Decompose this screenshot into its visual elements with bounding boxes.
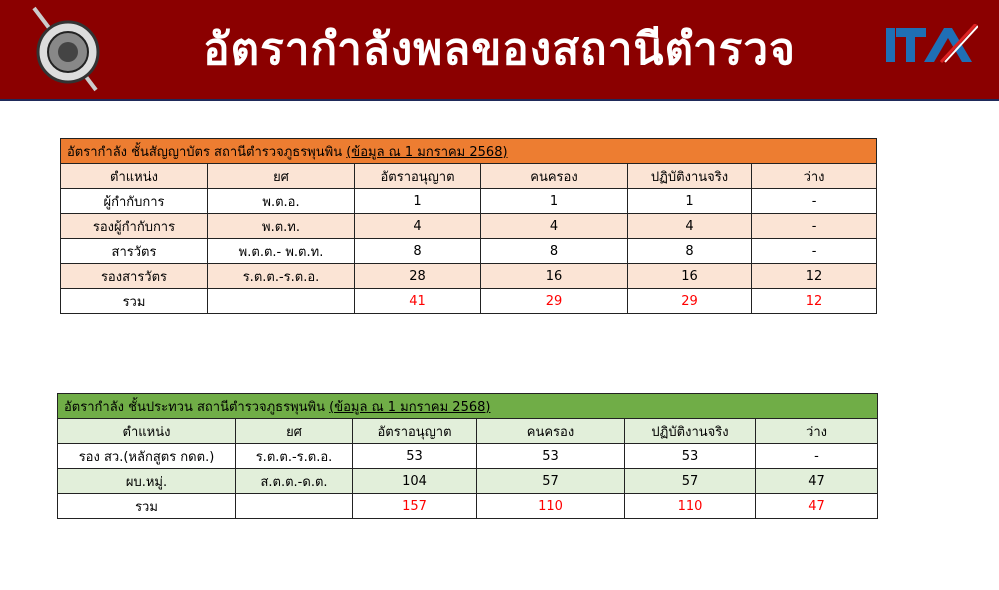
table-cell: รองสารวัตร <box>60 263 208 289</box>
table-cell: 53 <box>352 443 477 469</box>
caption-text: อัตรากำลัง ชั้นสัญญาบัตร สถานีตำรวจภูธรพ… <box>67 144 347 160</box>
caption-row: อัตรากำลัง ชั้นสัญญาบัตร สถานีตำรวจภูธรพ… <box>59 138 878 164</box>
table-cell: 4 <box>480 213 628 239</box>
table-cell: พ.ต.อ. <box>207 188 355 214</box>
total-cell: 12 <box>750 288 878 314</box>
table-cell: รอง สว.(หลักสูตร กดต.) <box>57 443 236 469</box>
total-cell: รวม <box>57 493 236 519</box>
table-row: รองผู้กำกับการ พ.ต.ท. 4 4 4- <box>60 213 878 239</box>
table-row: รอง สว.(หลักสูตร กดต.) ร.ต.ต.-ร.ต.อ. 53 53 5… <box>57 443 879 469</box>
table-cell: 16 <box>627 263 752 289</box>
table-cell: 28 <box>354 263 481 289</box>
table-cell: รองผู้กำกับการ <box>60 213 208 239</box>
column-header: ยศ <box>207 163 355 189</box>
table-cell: 53 <box>624 443 756 469</box>
total-cell: 29 <box>480 288 628 314</box>
table-cell: พ.ต.ต.- พ.ต.ท. <box>207 238 355 264</box>
table-cell: 8 <box>480 238 628 264</box>
table-cell: 16 <box>480 263 628 289</box>
table-cell: 57 <box>624 468 756 494</box>
table-cell: - <box>754 443 879 469</box>
column-header: ว่าง <box>750 163 878 189</box>
table-caption: อัตรากำลัง ชั้นประทวน สถานีตำรวจภูธรพุนพ… <box>56 393 879 419</box>
column-header: ปฏิบัติงานจริง <box>627 163 752 189</box>
table-row: สารวัตร พ.ต.ต.- พ.ต.ท. 8 8 8- <box>60 238 878 264</box>
column-header: อัตราอนุญาต <box>354 163 481 189</box>
total-cell: 157 <box>352 493 477 519</box>
caption-date: (ข้อมูล ณ 1 มกราคม 2568) <box>329 399 491 415</box>
column-header: ปฏิบัติงานจริง <box>624 418 756 444</box>
column-header: ว่าง <box>754 418 879 444</box>
table-row: ผบ.หมู่. ส.ต.ต.-ด.ต. 104 57 57 47 <box>57 468 879 494</box>
caption-text: อัตรากำลัง ชั้นประทวน สถานีตำรวจภูธรพุนพ… <box>64 399 330 415</box>
table-cell: 12 <box>750 263 878 289</box>
caption-row: อัตรากำลัง ชั้นประทวน สถานีตำรวจภูธรพุนพ… <box>56 393 879 419</box>
column-header: ยศ <box>235 418 353 444</box>
table-cell: 4 <box>354 213 481 239</box>
total-cell <box>235 493 353 519</box>
non-commissioned-officers-table: อัตรากำลัง ชั้นประทวน สถานีตำรวจภูธรพุนพ… <box>56 393 879 519</box>
total-cell: 29 <box>627 288 752 314</box>
table-cell: ส.ต.ต.-ด.ต. <box>235 468 353 494</box>
total-cell: 110 <box>624 493 756 519</box>
total-cell <box>207 288 355 314</box>
total-cell: 47 <box>754 493 879 519</box>
table-cell: 104 <box>352 468 477 494</box>
header-row: ตำแหน่ง ยศ อัตราอนุญาต คนครอง ปฏิบัติงานจริง… <box>60 163 878 189</box>
table-cell: ผบ.หมู่. <box>57 468 236 494</box>
table-cell: 8 <box>627 238 752 264</box>
table-cell: 47 <box>754 468 879 494</box>
total-row: รวม 41 29 29 12 <box>60 288 878 314</box>
table-cell: 1 <box>627 188 752 214</box>
table-cell: 8 <box>354 238 481 264</box>
page-title: อัตรากำลังพลของสถานีตำรวจ <box>203 24 796 75</box>
caption-date: (ข้อมูล ณ 1 มกราคม 2568) <box>346 144 508 160</box>
police-emblem-logo <box>32 6 100 92</box>
total-row: รวม 157 110 110 47 <box>57 493 879 519</box>
table-cell: ร.ต.ต.-ร.ต.อ. <box>207 263 355 289</box>
table-cell: - <box>750 213 878 239</box>
table-cell: ผู้กำกับการ <box>60 188 208 214</box>
table-row: รองสารวัตร ร.ต.ต.-ร.ต.อ. 28 16 16 12 <box>60 263 878 289</box>
column-header: อัตราอนุญาต <box>352 418 477 444</box>
column-header: คนครอง <box>480 163 628 189</box>
total-cell: 41 <box>354 288 481 314</box>
column-header: ตำแหน่ง <box>57 418 236 444</box>
header-banner: อัตรากำลังพลของสถานีตำรวจ <box>0 0 999 101</box>
table-cell: 4 <box>627 213 752 239</box>
table-cell: - <box>750 188 878 214</box>
table-cell: - <box>750 238 878 264</box>
ita-logo <box>886 24 978 64</box>
total-cell: 110 <box>476 493 625 519</box>
column-header: คนครอง <box>476 418 625 444</box>
table-cell: 1 <box>480 188 628 214</box>
table-cell: 53 <box>476 443 625 469</box>
table-cell: พ.ต.ท. <box>207 213 355 239</box>
table-row: ผู้กำกับการ พ.ต.อ. 1 1 1- <box>60 188 878 214</box>
table-cell: ร.ต.ต.-ร.ต.อ. <box>235 443 353 469</box>
table-cell: 57 <box>476 468 625 494</box>
column-header: ตำแหน่ง <box>60 163 208 189</box>
table-cell: 1 <box>354 188 481 214</box>
header-row: ตำแหน่ง ยศ อัตราอนุญาต คนครอง ปฏิบัติงานจริง… <box>57 418 879 444</box>
table-caption: อัตรากำลัง ชั้นสัญญาบัตร สถานีตำรวจภูธรพ… <box>59 138 878 164</box>
total-cell: รวม <box>60 288 208 314</box>
commissioned-officers-table: อัตรากำลัง ชั้นสัญญาบัตร สถานีตำรวจภูธรพ… <box>59 138 878 314</box>
table-cell: สารวัตร <box>60 238 208 264</box>
